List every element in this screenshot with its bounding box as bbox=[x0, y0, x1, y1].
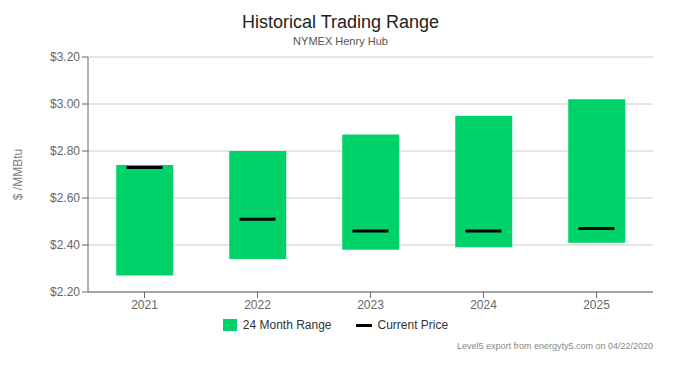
svg-text:2023: 2023 bbox=[357, 298, 384, 312]
svg-text:$2.40: $2.40 bbox=[50, 238, 80, 252]
svg-text:2025: 2025 bbox=[583, 298, 610, 312]
html-text:NYMEX Henry Hub: NYMEX Henry Hub bbox=[293, 35, 388, 47]
svg-text:$3.20: $3.20 bbox=[50, 50, 80, 64]
svg-text:$2.20: $2.20 bbox=[50, 285, 80, 299]
svg-text:$2.60: $2.60 bbox=[50, 191, 80, 205]
svg-text:2021: 2021 bbox=[131, 298, 158, 312]
html-text:Historical Trading Range: Historical Trading Range bbox=[241, 12, 439, 32]
html-text:Current Price: Current Price bbox=[377, 318, 449, 332]
html-text:24 Month Range: 24 Month Range bbox=[242, 318, 332, 332]
svg-text:2024: 2024 bbox=[470, 298, 497, 312]
svg-text:$3.00: $3.00 bbox=[50, 97, 80, 111]
svg-text:$ /MMBtu: $ /MMBtu bbox=[11, 149, 25, 200]
svg-text:2022: 2022 bbox=[244, 298, 271, 312]
svg-text:$2.80: $2.80 bbox=[50, 144, 80, 158]
html-text:Level5 export from energyty5.c: Level5 export from energyty5.com on 04/2… bbox=[456, 341, 653, 351]
